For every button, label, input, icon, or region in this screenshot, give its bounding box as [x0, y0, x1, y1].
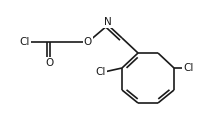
Text: Cl: Cl [182, 63, 193, 73]
Text: N: N [104, 17, 111, 27]
Text: O: O [46, 58, 54, 68]
Text: O: O [83, 37, 92, 47]
Text: Cl: Cl [20, 37, 30, 47]
Text: Cl: Cl [95, 67, 105, 77]
